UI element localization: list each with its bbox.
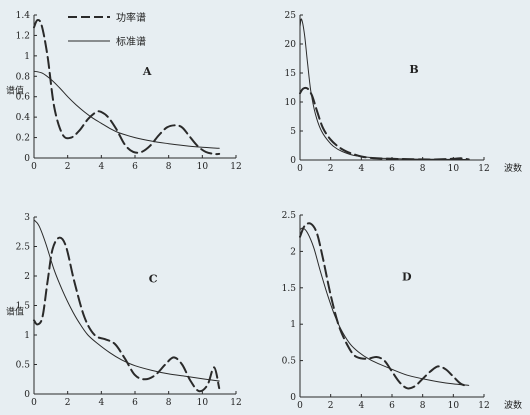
y-axis-title: 谱值 — [6, 305, 24, 317]
x-tick-label: 6 — [132, 162, 138, 172]
x-tick-label: 12 — [230, 162, 241, 172]
chart-panel-c: 0 2 4 6 8 10 12 0 0.5 1 1.5 2 2.5 3 谱值 C — [6, 213, 242, 408]
y-tick-label: 1 — [24, 52, 30, 62]
x-tick-label: 8 — [166, 398, 172, 408]
y-tick-label: 2.5 — [282, 211, 297, 221]
x-tick-label: 12 — [478, 164, 489, 174]
y-tick-label: 0.5 — [282, 357, 297, 367]
y-tick-label: 1.5 — [16, 302, 31, 312]
y-tick-label: 0 — [24, 390, 30, 400]
x-tick-label: 2 — [328, 401, 334, 411]
y-axis-title: 谱值 — [6, 85, 24, 97]
x-tick-label: 6 — [389, 164, 395, 174]
panel-label: D — [402, 271, 412, 284]
panel-label: A — [142, 65, 152, 78]
series-line-standard — [33, 70, 220, 149]
x-tick-label: 0 — [31, 162, 37, 172]
series-line-standard — [33, 219, 220, 382]
x-tick-label: 6 — [132, 398, 138, 408]
x-tick-label: 2 — [65, 398, 71, 408]
panel-label: C — [149, 272, 158, 285]
x-tick-label: 2 — [65, 162, 71, 172]
x-tick-label: 12 — [230, 398, 241, 408]
y-tick-label: 0 — [290, 393, 296, 403]
x-tick-label: 4 — [98, 162, 104, 172]
y-tick-label: 0 — [290, 156, 296, 166]
y-tick-label: 1 — [290, 320, 296, 330]
x-tick-label: 10 — [448, 401, 460, 411]
y-tick-label: 2 — [24, 272, 30, 282]
y-tick-label: 1.4 — [16, 11, 31, 21]
legend-standard-label: 标准谱 — [116, 35, 146, 48]
x-tick-label: 8 — [166, 162, 172, 172]
x-tick-label: 10 — [197, 398, 209, 408]
y-tick-label: 10 — [285, 98, 297, 108]
x-tick-label: 0 — [297, 164, 303, 174]
y-tick-label: 25 — [285, 11, 297, 21]
y-tick-label: 3 — [24, 213, 30, 223]
y-tick-label: 15 — [285, 69, 297, 79]
y-tick-label: 0.8 — [16, 72, 31, 82]
series-line-power — [299, 222, 470, 390]
x-tick-label: 12 — [478, 401, 489, 411]
x-axis-title: 波数 — [504, 399, 522, 411]
y-tick-label: 5 — [290, 127, 296, 137]
legend-power-label: 功率谱 — [116, 11, 146, 24]
x-tick-label: 0 — [31, 398, 37, 408]
x-tick-label: 4 — [98, 398, 104, 408]
y-tick-label: 20 — [285, 40, 297, 50]
x-tick-label: 10 — [197, 162, 209, 172]
series-line-standard — [299, 18, 470, 160]
panel-label: B — [409, 63, 418, 76]
legend: 功率谱 标准谱 — [68, 11, 146, 48]
y-tick-label: 0.5 — [16, 361, 31, 371]
x-axis-title: 波数 — [504, 162, 522, 174]
y-tick-label: 0.6 — [16, 93, 31, 103]
chart-panel-b: 0 2 4 6 8 10 12 0 5 10 15 20 25 波数 B — [285, 11, 522, 174]
x-tick-label: 8 — [420, 401, 426, 411]
y-tick-label: 0.2 — [16, 134, 30, 144]
y-tick-label: 0 — [24, 154, 30, 164]
chart-panel-a: 0 2 4 6 8 10 12 0 0.2 0.4 0.6 0.8 1 1.2 1.4 谱值 A — [6, 11, 242, 172]
x-tick-label: 0 — [297, 401, 303, 411]
series-line-power — [33, 236, 221, 393]
x-tick-label: 6 — [389, 401, 395, 411]
series-line-power — [33, 18, 221, 156]
y-tick-label: 0.4 — [16, 113, 31, 123]
x-tick-label: 2 — [328, 164, 334, 174]
x-tick-label: 8 — [420, 164, 426, 174]
y-tick-label: 2 — [290, 247, 296, 257]
y-tick-label: 1 — [24, 331, 30, 341]
x-tick-label: 4 — [358, 164, 364, 174]
chart-panel-d: 0 2 4 6 8 10 12 0 0.5 1 1.5 2 2.5 波数 D — [282, 211, 522, 411]
y-tick-label: 1.5 — [282, 284, 297, 294]
series-line-standard — [299, 227, 470, 386]
y-tick-label: 2.5 — [16, 243, 31, 253]
x-tick-label: 4 — [358, 401, 364, 411]
y-tick-label: 1.2 — [16, 31, 30, 41]
x-tick-label: 10 — [448, 164, 460, 174]
